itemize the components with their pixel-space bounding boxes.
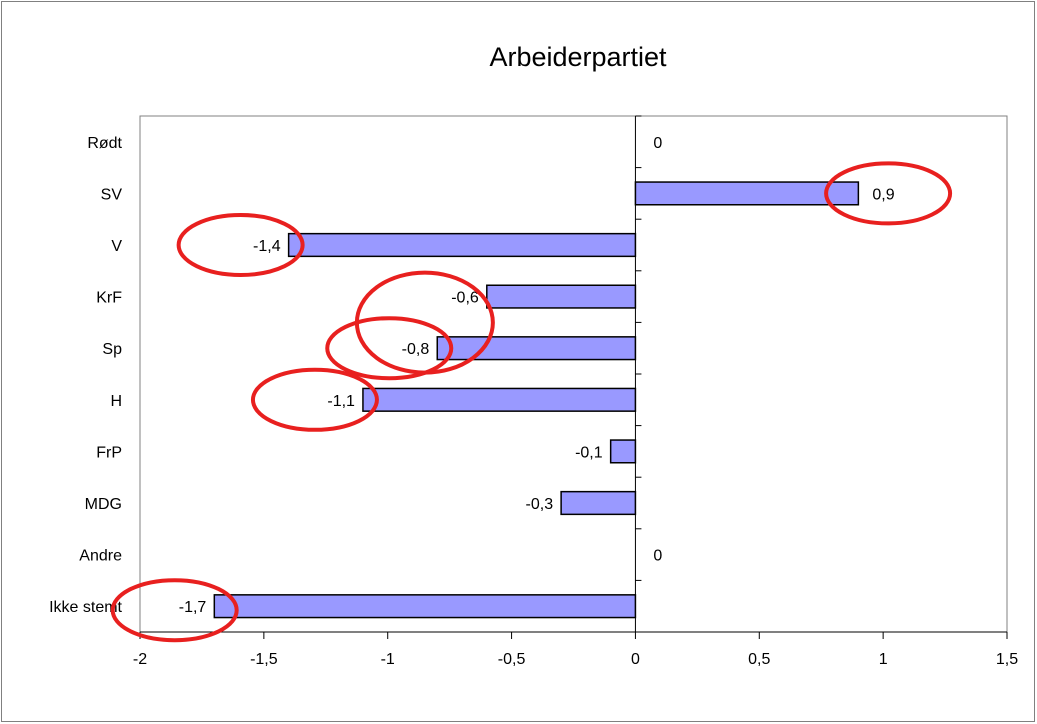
chart-title: Arbeiderpartiet [489, 42, 667, 72]
x-tick-label: 1,5 [996, 651, 1018, 668]
x-tick-label: 0,5 [748, 651, 770, 668]
bar [287, 232, 637, 258]
highlight-ellipse [250, 367, 379, 432]
x-tick-label: -2 [133, 651, 147, 668]
bar [560, 490, 637, 516]
category-label: H [110, 393, 122, 410]
axis-layer: -2 -1,5 -1 -0,5 0 0,5 1 1,5 [133, 115, 1018, 668]
x-tick-label: -0,5 [498, 651, 526, 668]
data-label: 0 [653, 548, 662, 565]
x-tick-label: -1 [381, 651, 395, 668]
category-label: Andre [79, 548, 122, 565]
x-tick-label: 0 [631, 651, 640, 668]
data-label: -0,8 [402, 341, 430, 358]
category-label: KrF [96, 290, 122, 307]
category-label: MDG [85, 496, 122, 513]
data-label: 0,9 [872, 186, 894, 203]
bar [213, 594, 637, 619]
bar [362, 387, 637, 412]
category-label: FrP [96, 444, 122, 461]
highlight-ellipse [325, 316, 454, 381]
data-label: -1,4 [253, 238, 281, 255]
category-label: Ikke stemt [49, 599, 122, 616]
data-label: -1,7 [179, 599, 207, 616]
category-label: V [111, 238, 122, 255]
labels-layer: Rødt 0 SV 0,9 V -1,4 KrF -0,6 Sp -0,8 H -1,1 FrP -0,1… [49, 135, 895, 616]
data-label: -0,3 [526, 496, 554, 513]
data-label: -1,1 [327, 393, 355, 410]
highlight-layer [110, 161, 953, 643]
highlight-ellipse [110, 578, 239, 643]
bar [486, 284, 637, 309]
bars-layer [213, 181, 860, 619]
bar [609, 439, 637, 464]
highlight-ellipse [176, 213, 305, 277]
highlight-ellipse [824, 161, 953, 226]
data-label: 0 [653, 135, 662, 152]
data-label: -0,1 [575, 444, 603, 461]
x-tick-label: 1 [879, 651, 888, 668]
data-label: -0,6 [451, 290, 479, 307]
category-label: Sp [102, 341, 122, 358]
category-label: SV [101, 186, 123, 203]
x-tick-label: -1,5 [250, 651, 278, 668]
bar [436, 336, 637, 361]
category-label: Rødt [87, 135, 122, 152]
